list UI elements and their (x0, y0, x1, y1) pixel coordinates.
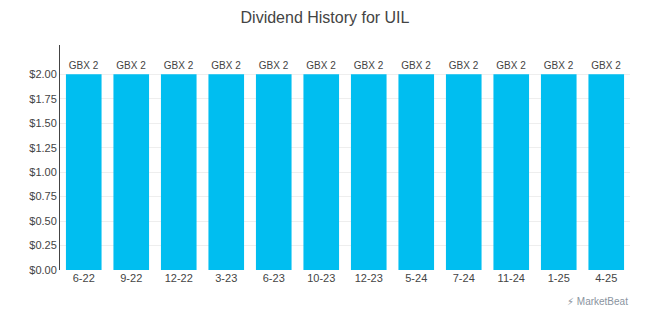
svg-text:$1.25: $1.25 (29, 142, 57, 154)
svg-text:$1.50: $1.50 (29, 117, 57, 129)
svg-text:$1.00: $1.00 (29, 166, 57, 178)
svg-text:GBX 2: GBX 2 (306, 60, 336, 71)
svg-text:GBX 2: GBX 2 (496, 60, 526, 71)
svg-text:4-25: 4-25 (595, 272, 617, 284)
svg-text:3-23: 3-23 (215, 272, 237, 284)
svg-text:GBX 2: GBX 2 (401, 60, 431, 71)
svg-text:$0.50: $0.50 (29, 215, 57, 227)
svg-text:7-24: 7-24 (453, 272, 475, 284)
svg-text:9-22: 9-22 (120, 272, 142, 284)
svg-text:GBX 2: GBX 2 (69, 60, 99, 71)
svg-text:GBX 2: GBX 2 (449, 60, 479, 71)
svg-text:GBX 2: GBX 2 (211, 60, 241, 71)
svg-text:GBX 2: GBX 2 (116, 60, 146, 71)
svg-text:GBX 2: GBX 2 (354, 60, 384, 71)
svg-text:GBX 2: GBX 2 (544, 60, 574, 71)
svg-text:GBX 2: GBX 2 (591, 60, 621, 71)
svg-text:12-23: 12-23 (355, 272, 383, 284)
svg-text:6-22: 6-22 (73, 272, 95, 284)
svg-text:11-24: 11-24 (498, 272, 525, 284)
svg-text:$0.75: $0.75 (29, 190, 57, 202)
svg-text:1-25: 1-25 (548, 272, 570, 284)
svg-text:⚡ MarketBeat: ⚡ MarketBeat (567, 296, 628, 307)
svg-text:$0.25: $0.25 (29, 239, 57, 251)
svg-text:5-24: 5-24 (405, 272, 427, 284)
svg-text:6-23: 6-23 (263, 272, 285, 284)
svg-text:GBX 2: GBX 2 (259, 60, 289, 71)
svg-text:Dividend History for UIL: Dividend History for UIL (241, 9, 410, 26)
svg-text:$1.75: $1.75 (29, 93, 57, 105)
svg-text:12-22: 12-22 (165, 272, 193, 284)
svg-text:10-23: 10-23 (307, 272, 335, 284)
svg-text:$2.00: $2.00 (29, 68, 57, 80)
svg-text:$0.00: $0.00 (29, 264, 57, 276)
svg-text:GBX 2: GBX 2 (164, 60, 194, 71)
